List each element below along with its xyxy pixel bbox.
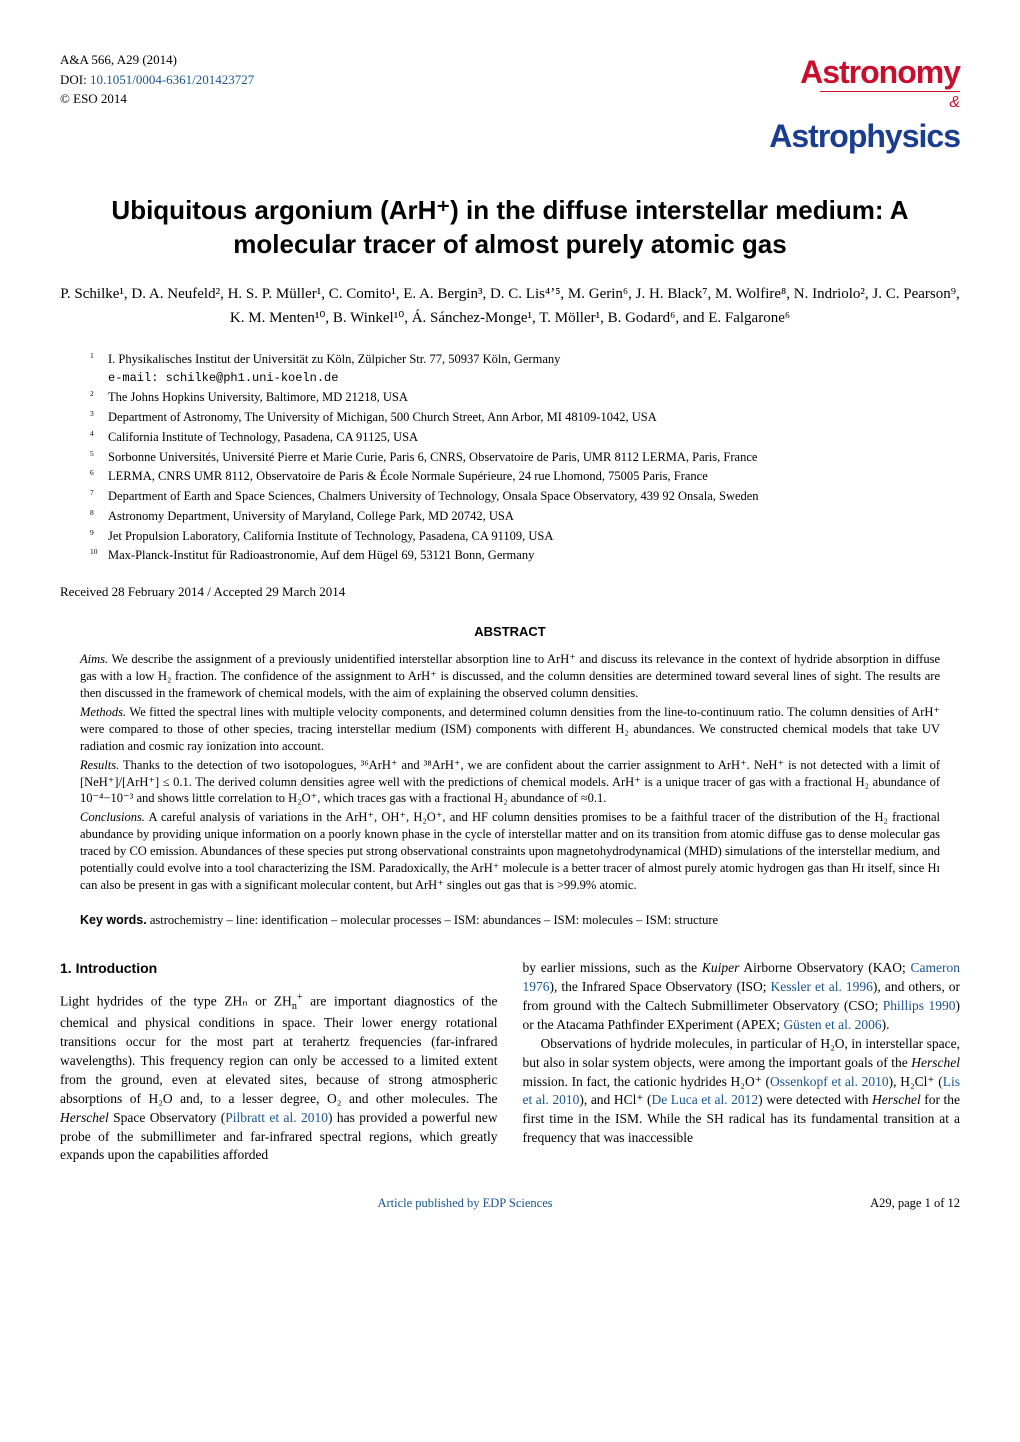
journal-reference: A&A 566, A29 (2014) bbox=[60, 50, 254, 70]
affiliation-number: 7 bbox=[90, 487, 108, 506]
affiliation-text: Max-Planck-Institut für Radioastronomie,… bbox=[108, 546, 534, 565]
keywords-label: Key words. bbox=[80, 913, 147, 927]
received-accepted: Received 28 February 2014 / Accepted 29 … bbox=[60, 583, 960, 601]
affiliation-item: 9 Jet Propulsion Laboratory, California … bbox=[90, 527, 960, 546]
doi-line: DOI: 10.1051/0004-6361/201423727 bbox=[60, 70, 254, 90]
abstract-aims: Aims. We describe the assignment of a pr… bbox=[80, 651, 940, 702]
results-label: Results. bbox=[80, 758, 119, 772]
affiliation-text: I. Physikalisches Institut der Universit… bbox=[108, 350, 560, 388]
conclusions-label: Conclusions. bbox=[80, 810, 145, 824]
right-column: by earlier missions, such as the Kuiper … bbox=[523, 959, 961, 1165]
affiliation-item: 3 Department of Astronomy, The Universit… bbox=[90, 408, 960, 427]
citation-kessler[interactable]: Kessler et al. 1996 bbox=[770, 979, 872, 994]
paper-title: Ubiquitous argonium (ArH⁺) in the diffus… bbox=[60, 194, 960, 262]
affiliation-item: 8 Astronomy Department, University of Ma… bbox=[90, 507, 960, 526]
affiliation-text: California Institute of Technology, Pasa… bbox=[108, 428, 418, 447]
logo-ampersand: & bbox=[949, 94, 960, 111]
affiliation-item: 1 I. Physikalisches Institut der Univers… bbox=[90, 350, 960, 388]
affiliation-number: 10 bbox=[90, 546, 108, 565]
journal-meta: A&A 566, A29 (2014) DOI: 10.1051/0004-63… bbox=[60, 50, 254, 109]
affiliation-text: Department of Astronomy, The University … bbox=[108, 408, 657, 427]
citation-ossenkopf[interactable]: Ossenkopf et al. 2010 bbox=[770, 1074, 889, 1089]
affiliation-text: Department of Earth and Space Sciences, … bbox=[108, 487, 759, 506]
affiliation-item: 10 Max-Planck-Institut für Radioastronom… bbox=[90, 546, 960, 565]
affiliation-item: 4 California Institute of Technology, Pa… bbox=[90, 428, 960, 447]
abstract-body: Aims. We describe the assignment of a pr… bbox=[80, 651, 940, 893]
intro-paragraph-2: Observations of hydride molecules, in pa… bbox=[523, 1035, 961, 1148]
results-text: Thanks to the detection of two isotopolo… bbox=[80, 758, 940, 806]
conclusions-text: A careful analysis of variations in the … bbox=[80, 810, 940, 892]
aims-label: Aims. bbox=[80, 652, 108, 666]
author-list: P. Schilke¹, D. A. Neufeld², H. S. P. Mü… bbox=[60, 282, 960, 330]
abstract-results: Results. Thanks to the detection of two … bbox=[80, 757, 940, 808]
body-columns: 1. Introduction Light hydrides of the ty… bbox=[60, 959, 960, 1165]
citation-pilbratt[interactable]: Pilbratt et al. 2010 bbox=[225, 1110, 328, 1125]
affiliation-text: Jet Propulsion Laboratory, California In… bbox=[108, 527, 553, 546]
paper-header: A&A 566, A29 (2014) DOI: 10.1051/0004-63… bbox=[60, 50, 960, 159]
affiliation-list: 1 I. Physikalisches Institut der Univers… bbox=[90, 350, 960, 566]
intro-paragraph-1-cont: by earlier missions, such as the Kuiper … bbox=[523, 959, 961, 1035]
footer-publisher-link[interactable]: Article published by EDP Sciences bbox=[377, 1195, 552, 1213]
affiliation-item: 6 LERMA, CNRS UMR 8112, Observatoire de … bbox=[90, 467, 960, 486]
affiliation-number: 2 bbox=[90, 388, 108, 407]
author-email: e-mail: schilke@ph1.uni-koeln.de bbox=[108, 371, 338, 385]
section-1-heading: 1. Introduction bbox=[60, 959, 498, 979]
affiliation-text: Astronomy Department, University of Mary… bbox=[108, 507, 514, 526]
citation-deluca[interactable]: De Luca et al. 2012 bbox=[651, 1092, 758, 1107]
affiliation-number: 9 bbox=[90, 527, 108, 546]
logo-bottom-word: Astrophysics bbox=[769, 114, 960, 159]
doi-prefix: DOI: bbox=[60, 72, 90, 87]
abstract-conclusions: Conclusions. A careful analysis of varia… bbox=[80, 809, 940, 893]
affiliation-number: 1 bbox=[90, 350, 108, 388]
affiliation-item: 5 Sorbonne Universités, Université Pierr… bbox=[90, 448, 960, 467]
affiliation-text: LERMA, CNRS UMR 8112, Observatoire de Pa… bbox=[108, 467, 708, 486]
footer-page-number: A29, page 1 of 12 bbox=[870, 1195, 960, 1213]
copyright: © ESO 2014 bbox=[60, 89, 254, 109]
intro-paragraph-1: Light hydrides of the type ZHₙ or ZHn+ a… bbox=[60, 991, 498, 1165]
logo-top-word: Astronomy bbox=[769, 50, 960, 95]
affiliation-text: Sorbonne Universités, Université Pierre … bbox=[108, 448, 757, 467]
aims-text: We describe the assignment of a previous… bbox=[80, 652, 940, 700]
keywords: Key words. astrochemistry – line: identi… bbox=[80, 912, 940, 930]
methods-text: We fitted the spectral lines with multip… bbox=[80, 705, 940, 753]
affiliation-item: 2 The Johns Hopkins University, Baltimor… bbox=[90, 388, 960, 407]
affiliation-item: 7 Department of Earth and Space Sciences… bbox=[90, 487, 960, 506]
abstract-methods: Methods. We fitted the spectral lines wi… bbox=[80, 704, 940, 755]
affiliation-text: The Johns Hopkins University, Baltimore,… bbox=[108, 388, 408, 407]
journal-logo: Astronomy & Astrophysics bbox=[769, 50, 960, 159]
affiliation-number: 6 bbox=[90, 467, 108, 486]
affiliation-number: 4 bbox=[90, 428, 108, 447]
citation-gusten[interactable]: Güsten et al. 2006 bbox=[783, 1017, 881, 1032]
keywords-text: astrochemistry – line: identification – … bbox=[147, 913, 718, 927]
citation-phillips[interactable]: Phillips 1990 bbox=[883, 998, 956, 1013]
page-footer: Article published by EDP Sciences A29, p… bbox=[60, 1195, 960, 1213]
abstract-heading: ABSTRACT bbox=[60, 623, 960, 641]
affiliation-number: 5 bbox=[90, 448, 108, 467]
left-column: 1. Introduction Light hydrides of the ty… bbox=[60, 959, 498, 1165]
affiliation-number: 8 bbox=[90, 507, 108, 526]
methods-label: Methods. bbox=[80, 705, 126, 719]
affiliation-number: 3 bbox=[90, 408, 108, 427]
doi-link[interactable]: 10.1051/0004-6361/201423727 bbox=[90, 72, 254, 87]
